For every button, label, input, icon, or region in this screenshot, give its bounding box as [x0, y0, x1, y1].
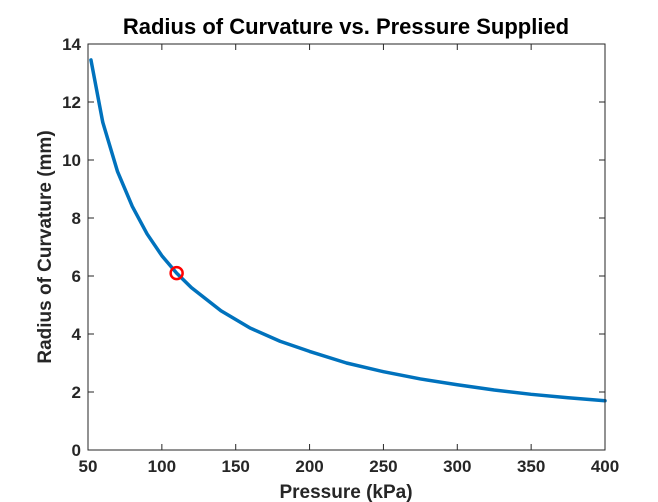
x-axis-label: Pressure (kPa)	[279, 482, 412, 502]
y-tick-label: 0	[72, 441, 81, 460]
axes-box	[87, 43, 606, 451]
x-tick-label: 50	[79, 457, 98, 476]
plot-area	[88, 44, 605, 450]
x-tick-label: 250	[369, 457, 397, 476]
x-tick-label: 350	[517, 457, 545, 476]
y-tick-label: 14	[62, 35, 81, 54]
y-tick-label: 6	[72, 267, 81, 286]
x-tick-label: 100	[148, 457, 176, 476]
x-tick-label: 400	[591, 457, 619, 476]
highlight-marker	[169, 265, 184, 281]
y-axis-label: Radius of Curvature (mm)	[35, 130, 56, 363]
x-tick-label: 200	[295, 457, 323, 476]
y-tick-label: 12	[62, 93, 81, 112]
x-tick-label: 150	[222, 457, 250, 476]
axis-ticks: 50 100 150 200 250 300 350 400 0 2 4 6 8 10 12 14	[62, 35, 619, 476]
x-tick-label: 300	[443, 457, 471, 476]
series-line	[89, 58, 607, 403]
y-tick-label: 8	[72, 209, 81, 228]
markers	[169, 265, 184, 281]
chart-title: Radius of Curvature vs. Pressure Supplie…	[123, 14, 569, 39]
y-tick-label: 4	[72, 325, 82, 344]
y-tick-label: 10	[62, 151, 81, 170]
y-tick-label: 2	[72, 383, 81, 402]
